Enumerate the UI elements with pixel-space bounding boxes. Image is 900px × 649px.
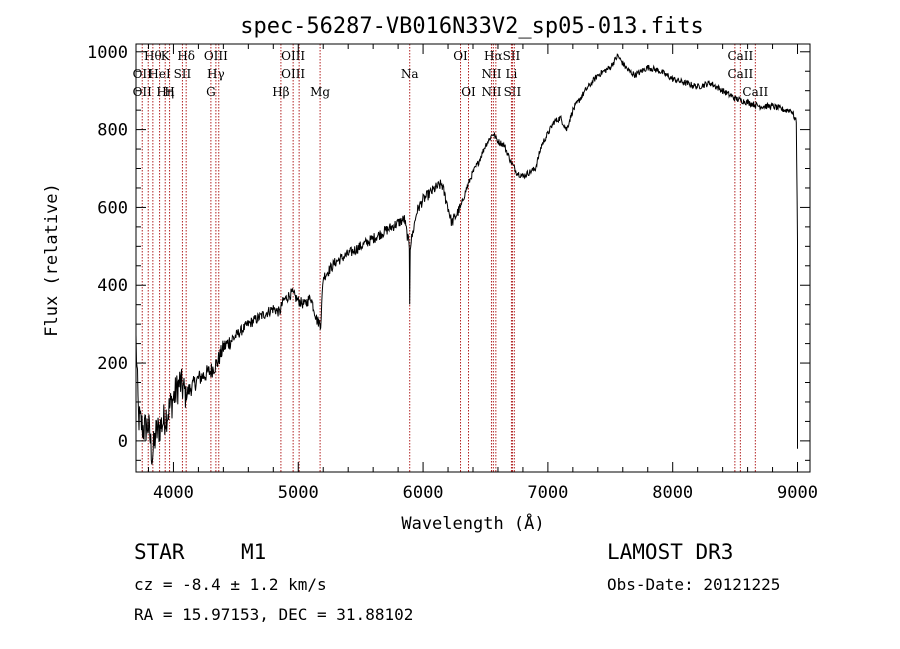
line-marker-label: OII — [133, 67, 153, 81]
line-marker-label: Hα — [484, 49, 503, 63]
line-marker-label: Li — [506, 67, 518, 81]
x-axis: 4000 5000 6000 7000 8000 9000 — [147, 44, 818, 503]
line-marker-label: CaII — [727, 49, 753, 63]
line-markers: OIIOIIHθHeIKHηHSIIHδGOIIIHγHβOIIIOIIIMgN… — [133, 44, 768, 472]
y-tick-label: 600 — [97, 198, 128, 218]
y-tick-label: 0 — [118, 432, 128, 452]
redshift-readout: cz = -8.4 ± 1.2 km/s — [134, 575, 327, 594]
line-marker-label: CaII — [727, 67, 753, 81]
survey-name: LAMOST DR3 — [607, 540, 733, 564]
line-marker-label: OI — [461, 85, 476, 99]
obs-date: Obs-Date: 20121225 — [607, 575, 780, 594]
y-tick-label: 800 — [97, 121, 128, 141]
y-axis-label: Flux (relative) — [42, 183, 62, 337]
line-marker-label: SII — [174, 67, 192, 81]
x-tick-label: 4000 — [153, 483, 194, 503]
line-marker-label: Hγ — [207, 67, 225, 81]
y-axis: 0 200 400 600 800 1000 — [87, 43, 810, 461]
info-panel: STAR M1 LAMOST DR3 cz = -8.4 ± 1.2 km/s … — [134, 540, 780, 624]
line-marker-label: NII — [481, 85, 501, 99]
line-marker-label: Hδ — [177, 49, 195, 63]
y-tick-label: 400 — [97, 276, 128, 296]
x-tick-label: 5000 — [278, 483, 319, 503]
x-tick-label: 6000 — [403, 483, 444, 503]
line-marker-label: OIII — [281, 67, 305, 81]
line-marker-label: Na — [401, 67, 419, 81]
line-marker-label: OIII — [204, 49, 228, 63]
x-tick-label: 7000 — [527, 483, 568, 503]
x-tick-label: 8000 — [652, 483, 693, 503]
line-marker-label: SII — [503, 49, 521, 63]
spectrum-line — [135, 53, 798, 465]
line-marker-label: OII — [133, 85, 153, 99]
subclass: M1 — [241, 540, 266, 564]
plot-frame — [135, 43, 811, 473]
y-tick-label: 200 — [97, 354, 128, 374]
line-marker-label: Hβ — [272, 85, 289, 99]
line-marker-label: G — [206, 85, 216, 99]
object-class: STAR — [134, 540, 185, 564]
x-tick-label: 9000 — [777, 483, 818, 503]
y-tick-label: 1000 — [87, 43, 128, 63]
line-marker-label: HeI — [148, 67, 171, 81]
line-marker-label: NII — [481, 67, 501, 81]
spectrum-series — [135, 53, 798, 465]
x-axis-label: Wavelength (Å) — [401, 512, 544, 534]
chart-title: spec-56287-VB016N33V2_sp05-013.fits — [240, 14, 704, 39]
line-marker-label: OI — [453, 49, 468, 63]
line-marker-label: Mg — [310, 85, 330, 99]
line-marker-label: K — [161, 49, 171, 63]
line-marker-label: H — [164, 85, 174, 99]
line-marker-label: CaII — [742, 85, 768, 99]
coordinates: RA = 15.97153, DEC = 31.88102 — [134, 605, 413, 624]
line-marker-label: OIII — [281, 49, 305, 63]
line-marker-label: Hθ — [144, 49, 162, 63]
line-marker-label: SII — [504, 85, 522, 99]
